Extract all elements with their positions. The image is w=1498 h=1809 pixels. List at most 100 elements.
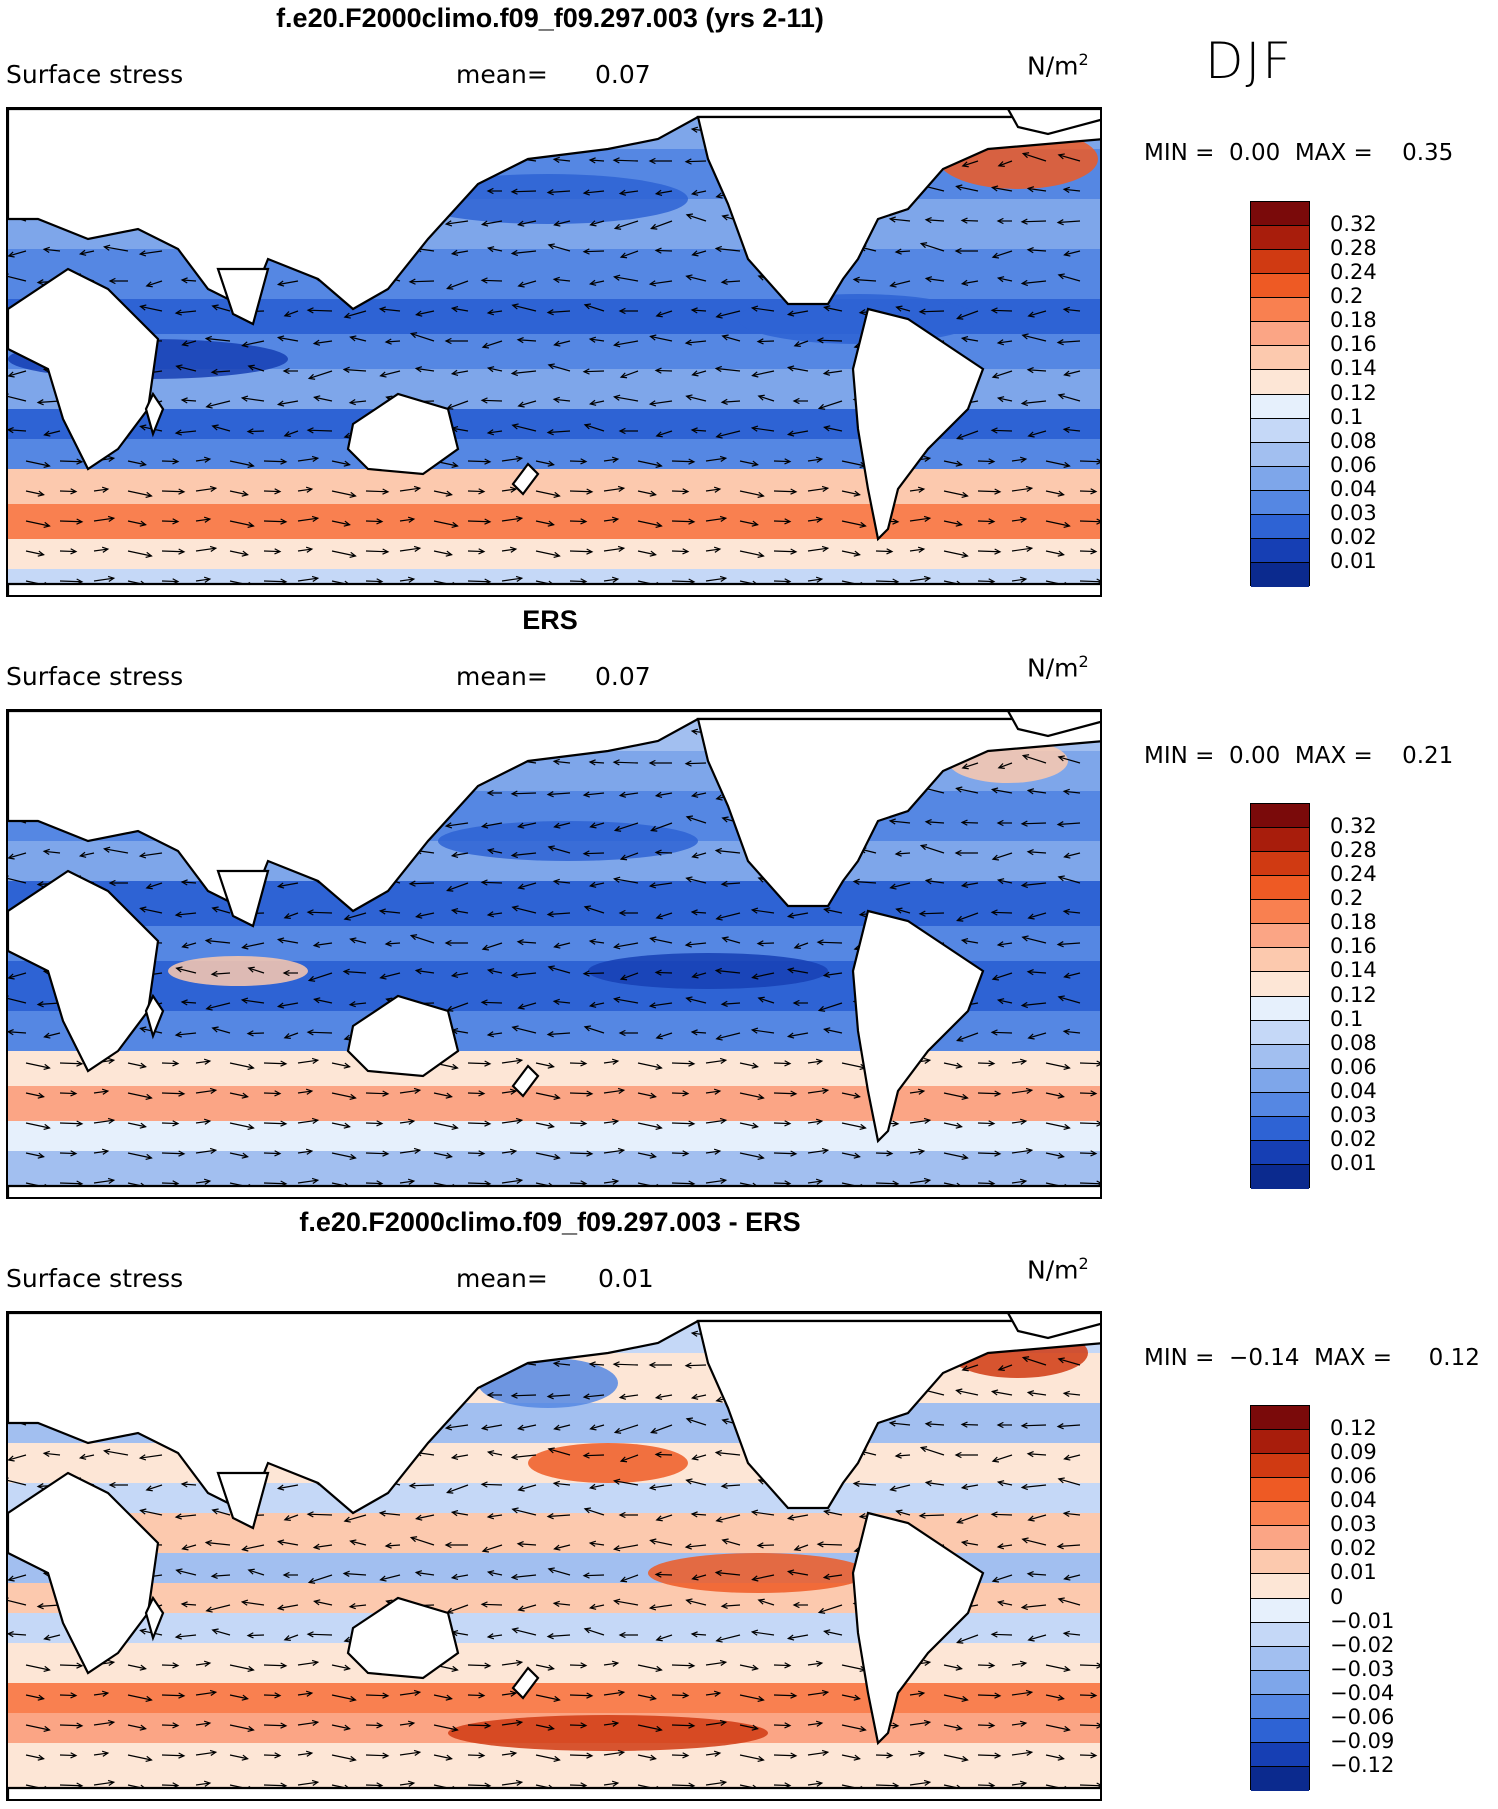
wind-arrowhead [451,1063,459,1071]
wind-arrowhead [955,460,963,467]
wind-arrowhead [547,1664,555,1671]
wind-arrowhead [348,399,356,406]
panel-2-units: N/m2 [1027,652,1089,683]
wind-arrow [488,849,503,854]
wind-arrow [182,942,197,948]
wind-arrowhead [241,1152,249,1159]
wind-arrow [399,487,420,492]
wind-arrow [569,460,587,463]
wind-arrowhead [283,1515,291,1521]
wind-arrowhead [685,815,694,822]
wind-arrowhead [583,303,592,310]
wind-arrowhead [960,938,969,945]
wind-arrow [344,368,367,372]
wind-arrow [206,939,231,944]
wind-arrowhead [509,1690,518,1697]
wind-arrow [297,577,318,582]
wind-arrowhead [178,1752,186,1759]
wind-arrowhead [682,488,690,495]
wind-arrowhead [101,546,110,553]
colorbar-swatch [1251,274,1309,299]
wind-arrowhead [815,1780,824,1787]
wind-arrowhead [613,394,621,401]
wind-arrow [992,250,1013,258]
wind-arrowhead [682,1692,690,1699]
wind-arrowhead [280,1722,288,1729]
wind-arrowhead [480,397,488,404]
wind-arrow [818,1604,843,1613]
wind-arrowhead [822,369,831,376]
wind-arrow [1028,971,1047,974]
wind-arrowhead [1056,219,1064,226]
wind-arrow [977,460,995,463]
wind-arrow [447,1484,469,1494]
wind-arrow [535,1062,554,1068]
wind-arrowhead [1027,1033,1035,1040]
wind-arrowhead [994,1692,1002,1699]
panel-3-colorbar [1250,1405,1310,1791]
wind-arrow [991,1513,1013,1516]
wind-arrowhead [918,308,926,315]
wind-arrowhead [311,1057,320,1065]
wind-arrowhead [107,455,116,463]
wind-arrow [637,1092,656,1098]
wind-arrow [569,1062,587,1065]
landmass [696,717,1100,908]
wind-arrowhead [583,1627,592,1634]
wind-arrow [752,370,775,377]
wind-arrow [977,1694,1001,1697]
wind-arrowhead [690,1393,699,1400]
wind-arrow [446,822,469,827]
wind-arrow [511,792,537,795]
wind-arrow [399,1149,420,1154]
wind-arrowhead [480,277,488,284]
wind-arrow [590,280,605,285]
wind-arrow [752,1511,775,1516]
wind-arrow [212,370,231,373]
wind-arrow [584,424,605,432]
wind-arrowhead [276,1539,285,1546]
wind-arrowhead [107,1117,116,1125]
wind-arrow [841,1122,866,1129]
wind-arrow [1045,490,1064,496]
wind-arrowhead [688,518,696,525]
wind-arrowhead [786,365,795,372]
wind-arrowhead [552,1360,560,1367]
wind-arrow [692,972,707,978]
wind-arrow [992,186,1013,192]
wind-arrowhead [478,548,486,555]
wind-arrow [603,1060,618,1064]
wind-arrowhead [655,431,663,438]
wind-arrow [59,550,77,553]
wind-arrow [773,1784,791,1787]
colorbar-swatch [1251,346,1309,371]
wind-arrowhead [786,1569,795,1576]
wind-arrow [195,518,210,522]
wind-arrowhead [552,758,560,765]
colorbar-swatch [1251,1622,1309,1647]
wind-arrowhead [37,1152,45,1159]
wind-arrow [1011,1120,1026,1124]
wind-arrowhead [690,126,699,133]
wind-arrow [1011,1782,1026,1786]
wind-arrow [650,335,673,342]
wind-arrowhead [1096,458,1100,465]
wind-arrowhead [204,335,212,343]
colorbar-swatch [1251,1646,1309,1671]
wind-arrow [854,278,877,282]
wind-arrow [875,1754,893,1757]
wind-arrow [620,370,639,378]
wind-arrow [603,1782,618,1786]
wind-arrow [263,1092,281,1095]
wind-arrow [943,1694,968,1701]
colorbar-swatch [1251,1670,1309,1695]
wind-arrow [554,1424,571,1430]
wind-arrow [1028,430,1047,437]
wind-arrow [501,1661,522,1666]
wind-arrow [807,1120,822,1124]
wind-arrow [350,336,367,342]
wind-arrow [620,792,639,797]
wind-arrowhead [511,1025,519,1032]
wind-arrowhead [719,455,728,463]
panel-3-title: f.e20.F2000climo.f09_f09.297.003 - ERS [299,1207,801,1237]
